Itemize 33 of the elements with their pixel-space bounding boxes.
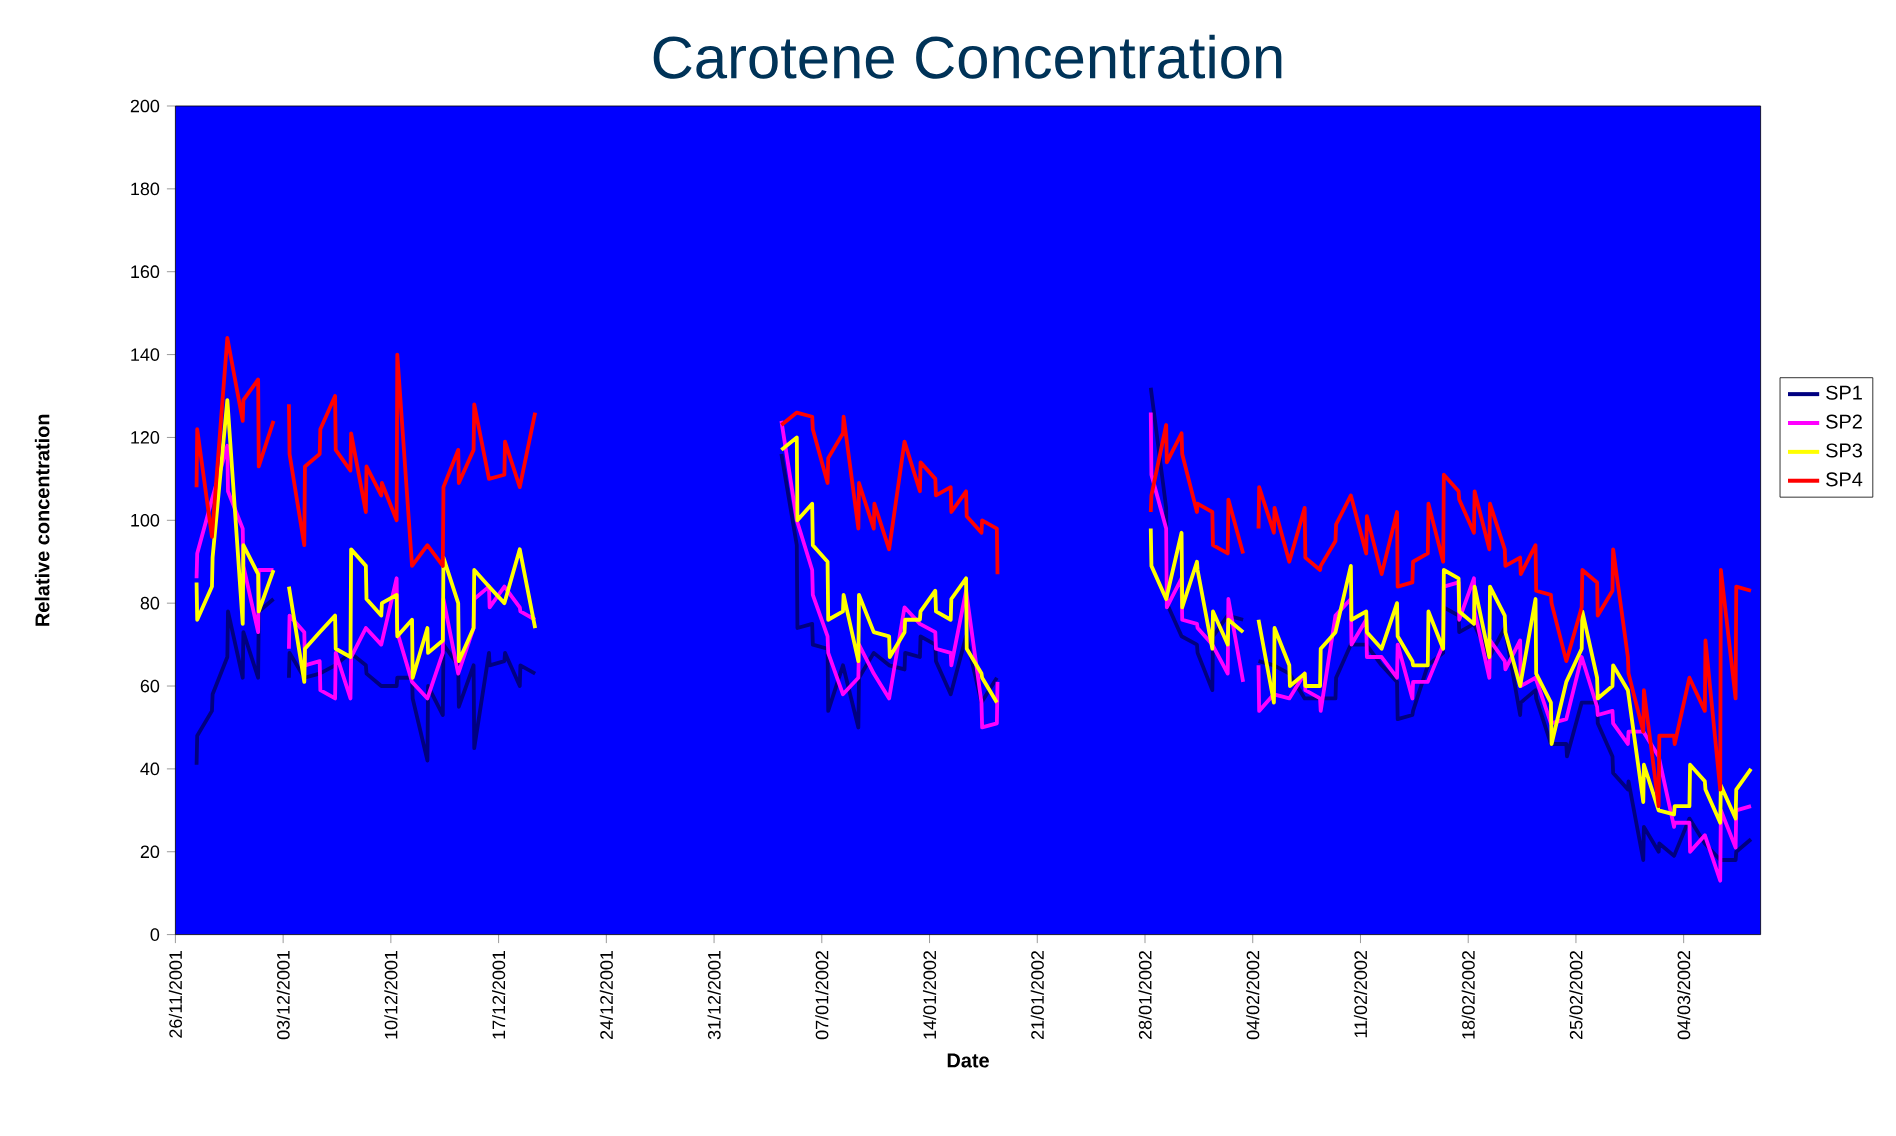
x-tick-label: 03/12/2001 <box>276 951 290 1040</box>
x-tick-label: 31/12/2001 <box>707 951 721 1040</box>
x-tick-label: 11/02/2002 <box>1353 951 1368 1038</box>
x-tick-label: 21/01/2002 <box>1030 951 1044 1039</box>
legend-label: SP1 <box>1826 385 1862 400</box>
y-tick-label: 140 <box>131 348 160 361</box>
y-tick-label: 20 <box>140 845 160 859</box>
x-tick-label: 24/12/2001 <box>599 951 613 1039</box>
x-tick-label: 18/02/2002 <box>1461 951 1475 1039</box>
x-tick-label: 26/11/2001 <box>168 951 182 1038</box>
x-tick-label: 28/01/2002 <box>1138 951 1152 1039</box>
y-tick-label: 160 <box>131 265 160 279</box>
x-tick-label: 17/12/2001 <box>492 951 506 1039</box>
y-tick-label: 80 <box>140 596 160 610</box>
x-tick-label: 04/02/2002 <box>1246 951 1260 1040</box>
chart-title: Carotene Concentration <box>653 34 1282 79</box>
y-tick-label: 120 <box>131 431 160 444</box>
legend-label: SP4 <box>1826 472 1863 487</box>
x-tick-label: 04/03/2002 <box>1677 951 1691 1040</box>
y-tick-label: 200 <box>130 99 160 113</box>
x-tick-label: 07/01/2002 <box>815 951 829 1040</box>
x-tick-label: 25/02/2002 <box>1569 951 1583 1039</box>
y-tick-label: 40 <box>140 762 160 776</box>
legend-label: SP2 <box>1826 414 1862 429</box>
y-axis-title: Relative concentration <box>34 414 50 626</box>
y-tick-label: 100 <box>131 513 160 527</box>
legend-label: SP3 <box>1826 443 1862 458</box>
y-tick-label: 60 <box>140 679 160 693</box>
y-tick-label: 180 <box>131 182 160 196</box>
x-axis-title: Date <box>947 1053 989 1068</box>
x-tick-label: 14/01/2002 <box>922 951 937 1039</box>
y-tick-label: 0 <box>150 928 160 941</box>
x-tick-label: 10/12/2001 <box>384 951 398 1039</box>
